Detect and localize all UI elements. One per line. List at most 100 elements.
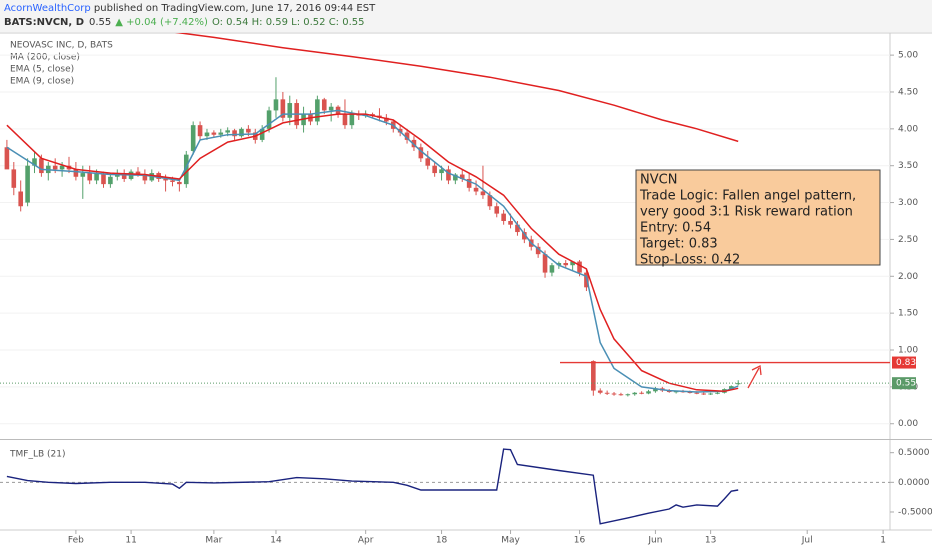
candle-body [218,132,224,135]
candle-body [646,391,651,394]
candle-body [232,130,237,137]
candle-body [211,132,217,135]
candle-body [108,176,113,185]
candle-body [549,265,555,273]
candle-body [384,117,389,122]
y-tick-label: 0.5000 [898,448,930,458]
price-label-bg [892,377,916,390]
y-tick-label: 4.00 [898,124,918,134]
candle-body [4,147,10,170]
candle-body [570,261,575,266]
y-tick-label: 0.0000 [898,478,930,488]
price-label: 0.55 [896,379,916,389]
axes: 0.000.501.001.502.002.503.003.504.004.50… [68,51,932,546]
candle-body [135,171,141,175]
annotation-line: NVCN [640,173,677,188]
annotation-line: Target: 0.83 [639,237,718,252]
header-bar [0,0,932,32]
candle-body [404,132,410,140]
candle-body [183,154,189,185]
y-tick-label: 0.00 [898,419,918,429]
candle-body [266,110,272,129]
candle-body [239,128,244,137]
symbol: BATS:NVCN, D [4,17,84,28]
arrow [747,367,760,389]
candle-body [425,158,431,166]
header-line-2: BATS:NVCN, D 0.55 ▲ +0.04 (+7.42%) O: 0.54 … [4,17,365,28]
x-tick-label: Jun [647,536,662,546]
candle-body [418,147,424,159]
candle-body [349,114,355,126]
candle-body [473,187,479,192]
candle-body [59,165,65,170]
series-line [6,448,739,525]
x-tick-label: 1 [880,536,886,546]
series-line [174,33,739,143]
candle-body [315,99,320,122]
y-tick-label: 1.50 [898,309,918,319]
candle-body [73,169,79,177]
candle-body [87,173,92,181]
candle-body [597,390,603,393]
candle-body [204,132,210,137]
y-tick-label: 3.00 [898,198,918,208]
ohlc: O: 0.54 H: 0.59 L: 0.52 C: 0.55 [212,17,365,28]
y-tick-label: 2.00 [898,272,918,282]
candle-body [39,158,44,174]
series-line [6,113,739,393]
candle-body [729,386,734,390]
header-line-1: AcornWealthCorp published on TradingView… [4,3,376,14]
x-tick-label: May [501,536,520,546]
candle-body [542,254,548,273]
candle-body [556,263,562,266]
published: published on TradingView.com, June 17, 2… [91,3,376,14]
candle-body [466,178,472,188]
x-tick-label: 18 [436,536,448,546]
x-tick-label: Mar [205,536,222,546]
candle-body [604,392,610,394]
candle-body [653,388,658,392]
candle-body [177,181,182,185]
annotation-box [635,169,881,266]
candle-body [446,169,451,181]
author[interactable]: AcornWealthCorp [4,3,91,14]
y-tick-label: 2.50 [898,235,918,245]
chart-title: NEOVASC INC, D, BATS [10,41,113,51]
change: ▲ +0.04 (+7.42%) [115,17,208,28]
candle-body [708,393,713,395]
candle-body [694,392,700,394]
candle-body [163,178,168,181]
candle-body [11,169,17,188]
candle-body [508,220,513,225]
candle-body [494,206,500,214]
candle-body [673,391,679,393]
candle-body [101,174,106,185]
candle-body [459,174,465,179]
candle-body [94,173,99,181]
candle-body [197,125,203,137]
x-tick-label: 11 [125,536,136,546]
y-tick-label: -0.5000 [898,507,932,517]
legend-entry: EMA (9, close) [10,77,74,87]
x-tick-label: Apr [358,536,374,546]
candle-body [321,99,327,111]
candle-body [611,393,617,395]
candle-body [687,392,693,394]
series-line [6,109,739,393]
candle-body [432,165,437,174]
candle-body [287,103,293,118]
candle-body [170,180,175,182]
x-tick-label: 14 [270,536,282,546]
legend-entry: EMA (5, close) [10,65,74,75]
x-tick-label: Jul [801,536,813,546]
y-tick-label: 1.00 [898,346,918,356]
candle-body [32,158,37,166]
x-tick-label: 16 [574,536,586,546]
legend-entry: MA (200, close) [10,53,80,63]
candle-body [453,174,458,181]
candle-body [618,394,624,396]
y-tick-label: 4.50 [898,87,918,97]
y-tick-label: 5.00 [898,51,918,61]
candle-body [591,361,596,391]
